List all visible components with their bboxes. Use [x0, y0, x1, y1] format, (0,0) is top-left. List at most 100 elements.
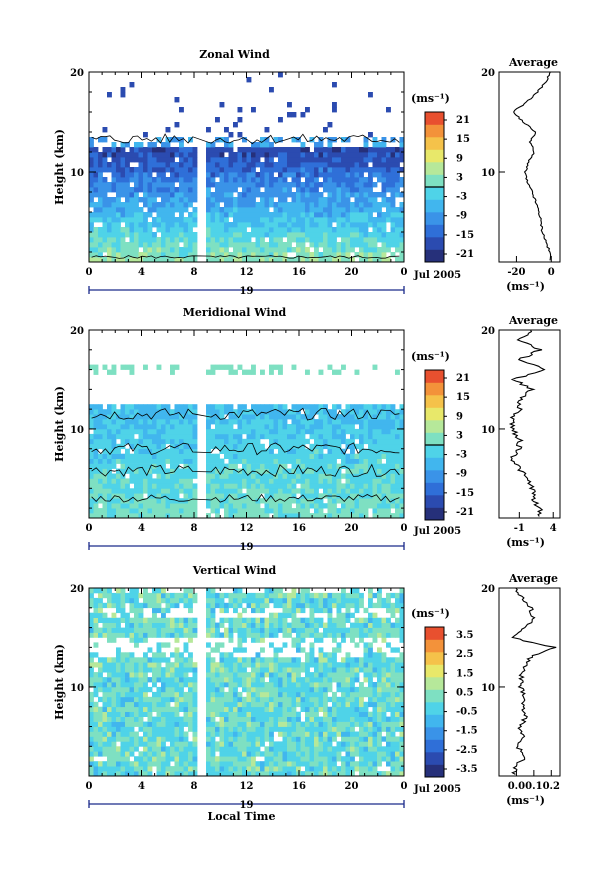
heatmap-cell	[251, 212, 256, 218]
heatmap-cell	[89, 257, 94, 263]
heatmap-cell	[269, 222, 274, 228]
heatmap-cell	[368, 473, 373, 479]
heatmap-cell	[381, 438, 387, 445]
heatmap-cell	[219, 642, 225, 648]
heatmap-cell	[161, 177, 166, 183]
heatmap-cell	[287, 424, 292, 430]
heatmap-cell	[296, 622, 301, 628]
heatmap-cell	[170, 627, 175, 633]
heatmap-cell	[134, 672, 139, 678]
heatmap-cell	[237, 222, 243, 228]
heatmap-cell	[237, 726, 243, 732]
heatmap-cell	[269, 369, 274, 375]
heatmap-cell	[192, 756, 198, 762]
heatmap-cell	[179, 152, 184, 158]
heatmap-cell	[399, 232, 405, 238]
heatmap-cell	[260, 212, 265, 218]
heatmap-cell	[278, 662, 283, 668]
heatmap-cell	[341, 424, 346, 430]
heatmap-cell	[152, 602, 157, 609]
heatmap-cell	[368, 157, 373, 163]
heatmap-cell	[255, 731, 261, 737]
heatmap-cell	[237, 162, 243, 168]
heatmap-cell	[125, 257, 130, 263]
heatmap-cell	[363, 433, 369, 440]
heatmap-cell	[363, 222, 369, 228]
heatmap-cell	[273, 257, 279, 263]
heatmap-cell	[138, 716, 144, 722]
heatmap-cell	[314, 257, 319, 263]
heatmap-cell	[359, 419, 364, 425]
heatmap-cell	[251, 227, 256, 233]
heatmap-cell	[305, 721, 310, 727]
heatmap-cell	[255, 419, 261, 425]
heatmap-cell	[300, 588, 306, 594]
heatmap-cell	[282, 217, 288, 223]
heatmap-cell	[156, 409, 162, 415]
heatmap-cell	[278, 72, 283, 78]
heatmap-cell	[314, 192, 319, 198]
heatmap-cell	[233, 766, 238, 772]
heatmap-cell	[174, 731, 180, 737]
heatmap-cell	[345, 458, 351, 464]
heatmap-cell	[143, 736, 148, 742]
heatmap-cell	[228, 488, 234, 494]
heatmap-cell	[170, 242, 175, 248]
heatmap-cell	[147, 257, 153, 263]
colorbar-tick-label: -21	[456, 507, 474, 518]
heatmap-cell	[399, 453, 405, 459]
heatmap-cell	[260, 677, 265, 683]
heatmap-cell	[309, 647, 315, 653]
heatmap-cell	[188, 152, 193, 158]
heatmap-cell	[345, 424, 351, 430]
heatmap-cell	[287, 167, 292, 173]
heatmap-cell	[170, 453, 175, 459]
heatmap-cell	[192, 162, 198, 168]
heatmap-cell	[143, 731, 148, 737]
heatmap-cell	[318, 162, 324, 168]
heatmap-cell	[152, 607, 157, 614]
heatmap-cell	[192, 257, 198, 263]
heatmap-cell	[233, 122, 238, 128]
heatmap-cell	[161, 706, 166, 712]
heatmap-cell	[143, 597, 148, 604]
heatmap-cell	[359, 498, 364, 504]
heatmap-cell	[188, 508, 193, 514]
heatmap-cell	[102, 232, 108, 238]
heatmap-cell	[210, 458, 216, 464]
heatmap-cell	[102, 667, 108, 673]
heatmap-cell	[98, 711, 103, 717]
heatmap-cell	[134, 627, 139, 633]
heatmap-cell	[350, 167, 355, 173]
heatmap-cell	[381, 177, 387, 183]
heatmap-cell	[125, 622, 130, 628]
heatmap-cell	[350, 162, 355, 168]
heatmap-cell	[395, 488, 400, 494]
heatmap-cell	[291, 364, 297, 370]
heatmap-cell	[98, 597, 103, 604]
heatmap-cell	[165, 177, 171, 183]
heatmap-cell	[224, 137, 229, 143]
heatmap-cell	[282, 513, 288, 519]
heatmap-cell	[116, 672, 121, 678]
heatmap-cell	[170, 746, 175, 752]
heatmap-cell	[327, 488, 333, 494]
heatmap-cell	[174, 468, 180, 474]
heatmap-cell	[237, 443, 243, 450]
heatmap-cell	[228, 453, 234, 459]
heatmap-cell	[192, 237, 198, 243]
heatmap-cell	[147, 761, 153, 767]
heatmap-cell	[273, 682, 279, 688]
colorbar-tick-label: 3	[456, 172, 463, 183]
heatmap-cell	[264, 513, 270, 519]
heatmap-cell	[210, 662, 216, 668]
heatmap-cell	[215, 761, 220, 767]
heatmap-cell	[278, 503, 283, 509]
heatmap-cell	[224, 483, 229, 489]
heatmap-cell	[332, 369, 337, 375]
heatmap-cell	[215, 662, 220, 668]
heatmap-cell	[125, 761, 130, 767]
heatmap-cell	[165, 498, 171, 504]
heatmap-cell	[296, 438, 301, 445]
heatmap-cell	[165, 607, 171, 614]
